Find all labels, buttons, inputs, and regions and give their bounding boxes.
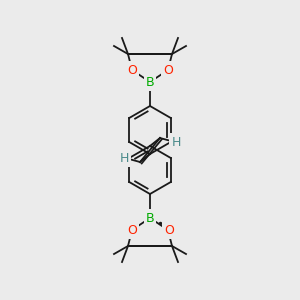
Text: H: H [171,136,181,148]
Text: H: H [119,152,129,164]
Text: O: O [163,64,173,76]
Text: O: O [127,64,137,76]
Text: B: B [146,76,154,88]
Text: O: O [164,224,174,236]
Text: B: B [146,212,154,224]
Text: O: O [127,224,137,236]
